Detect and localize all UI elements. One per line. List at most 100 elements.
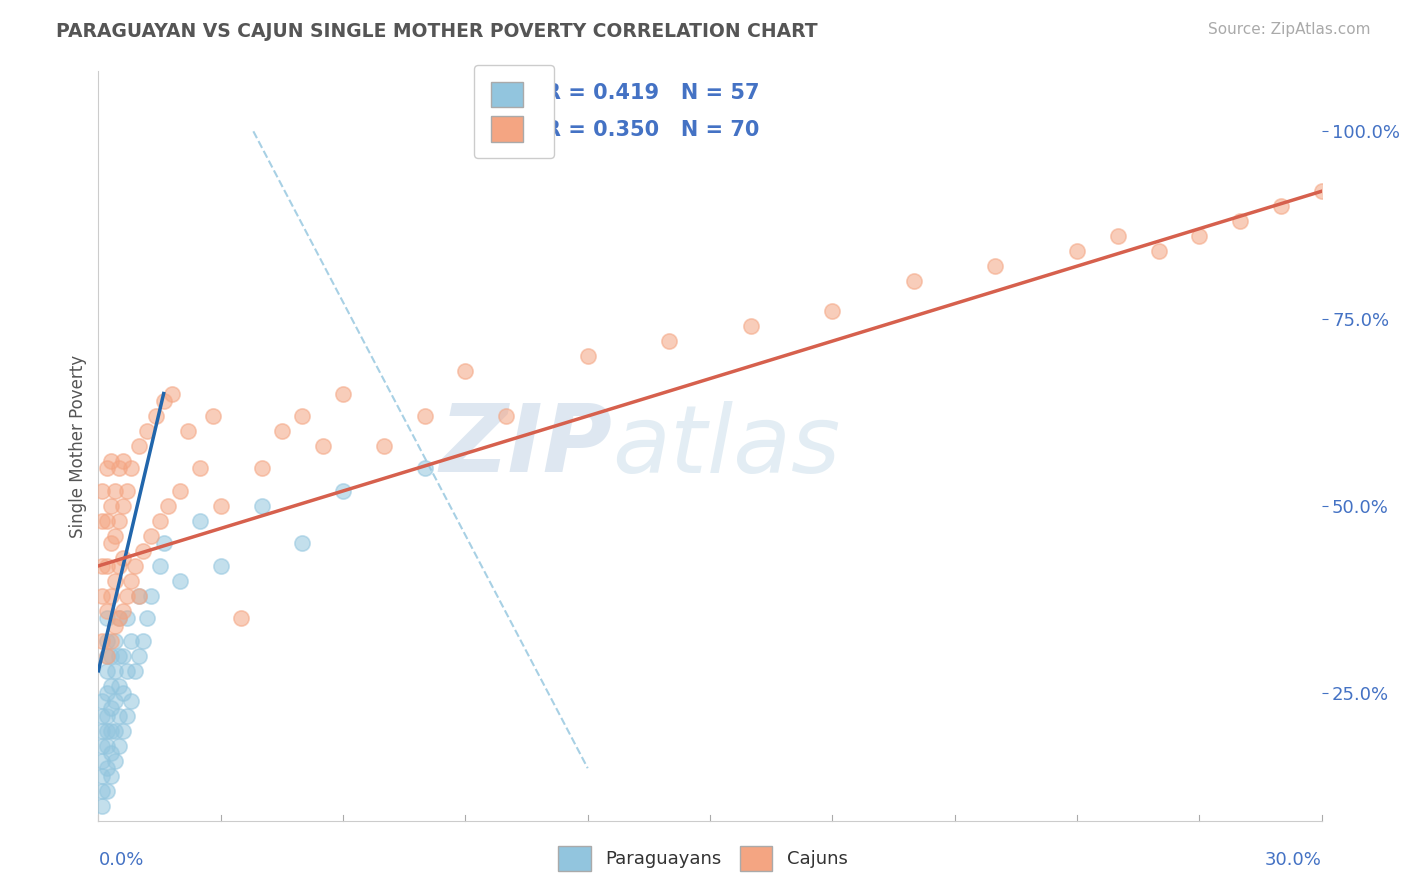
Point <box>100 746 122 760</box>
Point <box>96 604 118 618</box>
Point <box>111 454 134 468</box>
Point <box>136 424 159 438</box>
Point <box>145 409 167 423</box>
Point <box>96 783 118 797</box>
Point <box>250 499 273 513</box>
Point <box>111 686 134 700</box>
Text: 30.0%: 30.0% <box>1265 851 1322 869</box>
Point <box>100 648 122 663</box>
Text: Source: ZipAtlas.com: Source: ZipAtlas.com <box>1208 22 1371 37</box>
Point <box>128 589 150 603</box>
Point <box>141 589 163 603</box>
Point <box>108 648 131 663</box>
Point <box>111 648 134 663</box>
Point <box>115 708 138 723</box>
Point <box>128 439 150 453</box>
Point <box>188 461 212 475</box>
Point <box>111 499 134 513</box>
Point <box>169 574 191 588</box>
Point <box>291 409 314 423</box>
Point <box>132 544 155 558</box>
Point <box>91 739 114 753</box>
Point <box>160 386 183 401</box>
Point <box>100 769 122 783</box>
Point <box>104 529 127 543</box>
Point <box>136 611 159 625</box>
Point <box>1310 184 1333 198</box>
Point <box>209 499 232 513</box>
Point <box>332 483 354 498</box>
Point <box>111 551 134 566</box>
Point <box>96 761 118 775</box>
Point <box>108 708 131 723</box>
Point <box>100 589 122 603</box>
Point <box>1066 244 1088 259</box>
Text: R = 0.350   N = 70: R = 0.350 N = 70 <box>546 120 759 140</box>
Point <box>91 754 114 768</box>
Text: R = 0.419   N = 57: R = 0.419 N = 57 <box>546 83 759 103</box>
Point <box>91 723 114 738</box>
Point <box>120 633 142 648</box>
Legend: , : , <box>474 65 554 158</box>
Point <box>108 611 131 625</box>
Point <box>152 536 174 550</box>
Point <box>156 499 179 513</box>
Point <box>495 409 517 423</box>
Point <box>100 701 122 715</box>
Point <box>1229 214 1251 228</box>
Text: ZIP: ZIP <box>439 400 612 492</box>
Point <box>332 386 354 401</box>
Point <box>104 723 127 738</box>
Point <box>104 619 127 633</box>
Point <box>1107 229 1129 244</box>
Point <box>115 589 138 603</box>
Point <box>91 708 114 723</box>
Point <box>96 723 118 738</box>
Point <box>96 633 118 648</box>
Point <box>454 364 477 378</box>
Point <box>312 439 335 453</box>
Point <box>128 589 150 603</box>
Point <box>100 633 122 648</box>
Point <box>1147 244 1170 259</box>
Point <box>100 536 122 550</box>
Point <box>96 708 118 723</box>
Point <box>91 589 114 603</box>
Point <box>91 483 114 498</box>
Point <box>270 424 294 438</box>
Point <box>120 461 142 475</box>
Point <box>100 499 122 513</box>
Point <box>96 739 118 753</box>
Point <box>576 349 599 363</box>
Point <box>104 574 127 588</box>
Point <box>149 514 172 528</box>
Point <box>96 558 118 573</box>
Point <box>96 664 118 678</box>
Point <box>149 558 172 573</box>
Point <box>104 754 127 768</box>
Point <box>231 611 253 625</box>
Point <box>104 633 127 648</box>
Point <box>91 694 114 708</box>
Point <box>740 319 762 334</box>
Point <box>111 723 134 738</box>
Point <box>108 739 131 753</box>
Point <box>1188 229 1211 244</box>
Point <box>108 514 131 528</box>
Y-axis label: Single Mother Poverty: Single Mother Poverty <box>69 354 87 538</box>
Point <box>291 536 314 550</box>
Text: atlas: atlas <box>612 401 841 491</box>
Point <box>903 274 925 288</box>
Point <box>373 439 395 453</box>
Point <box>413 461 436 475</box>
Point <box>120 574 142 588</box>
Point <box>120 694 142 708</box>
Point <box>91 514 114 528</box>
Point <box>141 529 163 543</box>
Point <box>100 679 122 693</box>
Point <box>658 334 681 348</box>
Point <box>128 648 150 663</box>
Point <box>115 483 138 498</box>
Point <box>413 409 436 423</box>
Point <box>96 611 118 625</box>
